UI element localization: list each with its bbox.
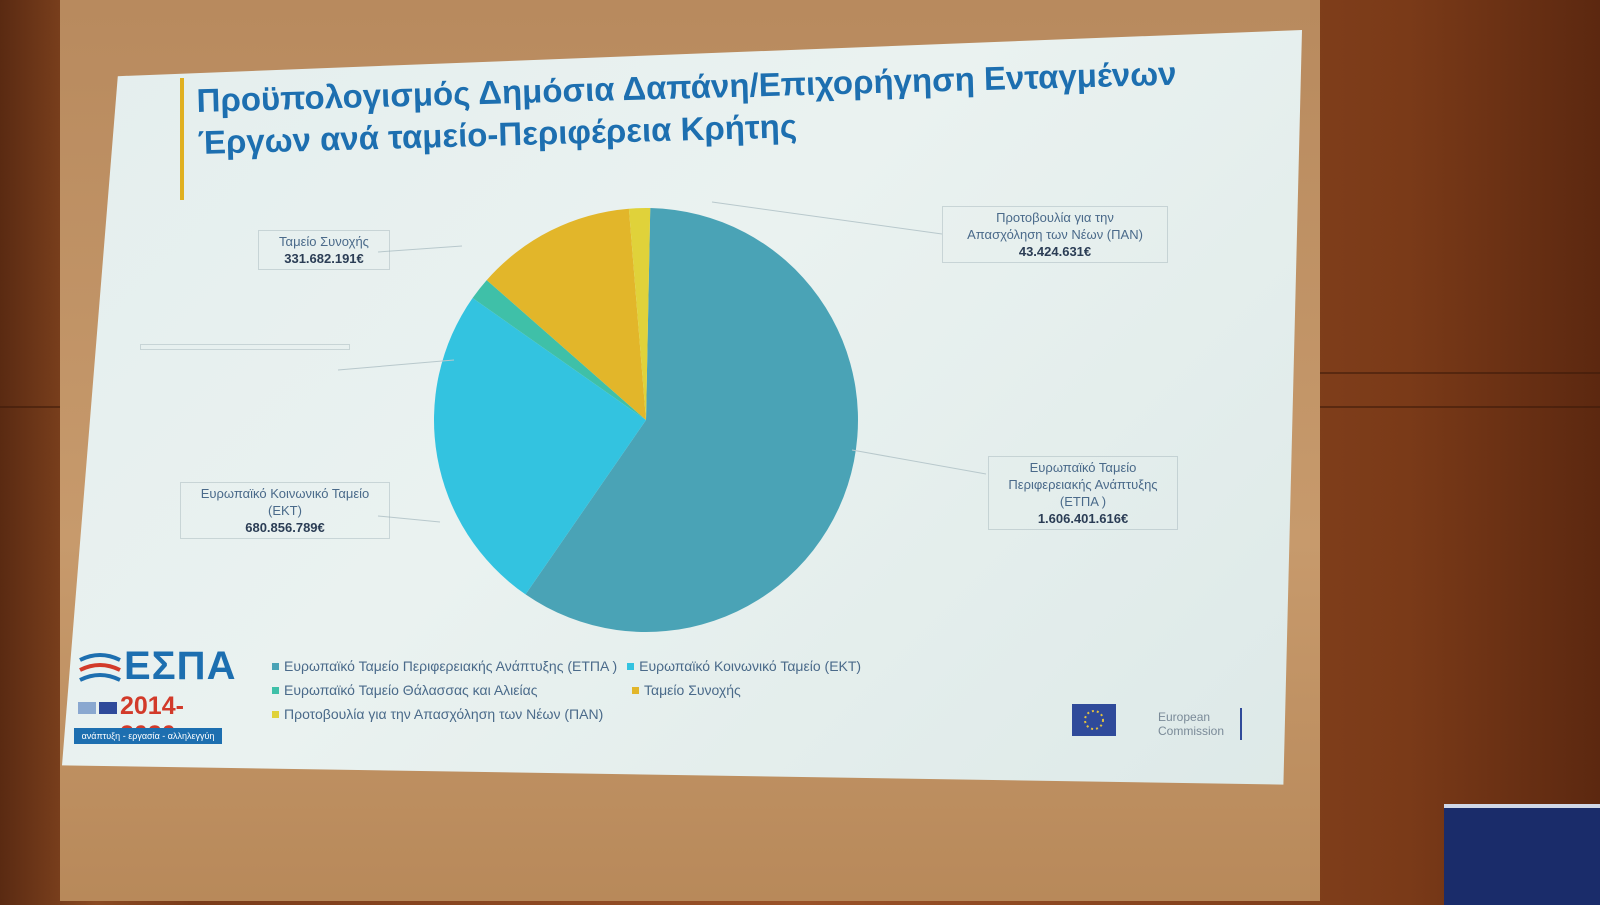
leader-line-etpa xyxy=(851,449,987,475)
ec-divider xyxy=(1240,708,1242,740)
chart-legend: Ευρωπαϊκό Ταμείο Περιφερειακής Ανάπτυξης… xyxy=(272,658,952,730)
legend-swatch-pan xyxy=(272,710,279,718)
callout-ekt: Ευρωπαϊκό Κοινωνικό Ταμείο (ΕΚΤ) 680.856… xyxy=(180,482,390,539)
ec-line-2: Commission xyxy=(1158,724,1225,738)
pie-slice-etpa xyxy=(525,208,858,632)
leader-line-synoxi xyxy=(377,245,463,253)
eu-flag-icon xyxy=(1072,704,1116,736)
legend-label-synoxi: Ταμείο Συνοχής xyxy=(644,682,741,698)
legend-label-ekt: Ευρωπαϊκό Κοινωνικό Ταμείο (ΕΚΤ) xyxy=(639,658,862,674)
callout-pan: Προτοβουλία για την Απασχόληση των Νέων … xyxy=(942,206,1168,263)
callout-synoxi-value: 331.682.191€ xyxy=(284,251,364,266)
legend-row-1: Ευρωπαϊκό Ταμείο Περιφερειακής Ανάπτυξης… xyxy=(272,658,952,674)
wall-seam-right xyxy=(1300,372,1600,374)
title-accent-bar xyxy=(180,78,184,200)
espa-logo: ΕΣΠΑ 2014-2020 ανάπτυξη - εργασία - αλλη… xyxy=(72,642,235,752)
pie-slice-synoxi xyxy=(486,208,646,420)
callout-synoxi-line-1: Ταμείο Συνοχής xyxy=(279,234,369,249)
legend-row-3: Προτοβουλία για την Απασχόληση των Νέων … xyxy=(272,706,952,722)
callout-pan-value: 43.424.631€ xyxy=(1018,244,1092,259)
legend-swatch-etthal xyxy=(272,686,279,694)
espa-wordmark: ΕΣΠΑ xyxy=(124,644,237,688)
callout-pan-line-2: Απασχόληση των Νέων (ΠΑΝ) xyxy=(967,227,1143,242)
ec-line-1: European xyxy=(1158,710,1211,724)
callout-pan-line-1: Προτοβουλία για την xyxy=(996,210,1114,225)
corner-monitor xyxy=(1444,804,1600,905)
callout-ekt-line-2: (ΕΚΤ) xyxy=(268,503,302,518)
callout-etpa: Ευρωπαϊκό Ταμείο Περιφερειακής Ανάπτυξης… xyxy=(988,456,1178,530)
callout-etpa-line-1: Ευρωπαϊκό Ταμείο xyxy=(1029,460,1137,475)
callout-etpa-line-3: (ΕΤΠΑ ) xyxy=(1059,494,1107,509)
callout-etpa-line-2: Περιφερειακής Ανάπτυξης xyxy=(1008,477,1158,492)
leader-line-etthal xyxy=(337,359,455,371)
legend-swatch-etpa xyxy=(272,662,279,670)
legend-label-pan: Προτοβουλία για την Απασχόληση των Νέων … xyxy=(284,706,604,722)
callout-etpa-value: 1.606.401.616€ xyxy=(1037,511,1129,526)
eu-stars-icon xyxy=(1084,710,1104,730)
ec-text: European Commission xyxy=(1158,710,1224,738)
legend-item-etpa: Ευρωπαϊκό Ταμείο Περιφερειακής Ανάπτυξης… xyxy=(272,658,617,674)
legend-item-pan: Προτοβουλία για την Απασχόληση των Νέων … xyxy=(272,706,603,722)
callout-ekt-line-1: Ευρωπαϊκό Κοινωνικό Ταμείο xyxy=(200,486,370,501)
legend-label-etpa: Ευρωπαϊκό Ταμείο Περιφερειακής Ανάπτυξης… xyxy=(284,658,618,674)
presentation-slide: Προϋπολογισμός Δημόσια Δαπάνη/Επιχορήγησ… xyxy=(62,30,1302,785)
pie-slice-etthal xyxy=(472,280,646,420)
leader-line-ekt xyxy=(377,515,441,523)
legend-item-synoxi: Ταμείο Συνοχής xyxy=(632,682,741,698)
pie-slice-pan xyxy=(628,208,651,420)
european-commission-logo: European Commission xyxy=(1052,698,1252,746)
legend-item-etthal: Ευρωπαϊκό Ταμείο Θάλασσας και Αλιείας xyxy=(272,682,622,698)
pie-slice-ekt xyxy=(434,298,646,595)
legend-swatch-ekt xyxy=(627,662,635,670)
pie-chart xyxy=(337,201,987,632)
espa-waves-icon xyxy=(79,653,121,682)
legend-row-2: Ευρωπαϊκό Ταμείο Θάλασσας και Αλιείας Τα… xyxy=(272,682,952,698)
callout-etthal xyxy=(140,344,350,350)
callout-ekt-value: 680.856.789€ xyxy=(245,520,325,535)
flags-icon xyxy=(78,702,117,714)
legend-swatch-synoxi xyxy=(632,686,639,694)
legend-item-ekt: Ευρωπαϊκό Κοινωνικό Ταμείο (ΕΚΤ) xyxy=(627,658,861,674)
callout-synoxi: Ταμείο Συνοχής 331.682.191€ xyxy=(258,230,390,270)
leader-line-pan xyxy=(711,201,943,235)
legend-label-etthal: Ευρωπαϊκό Ταμείο Θάλασσας και Αλιείας xyxy=(284,682,538,698)
espa-tagline: ανάπτυξη - εργασία - αλληλεγγύη xyxy=(74,728,222,744)
